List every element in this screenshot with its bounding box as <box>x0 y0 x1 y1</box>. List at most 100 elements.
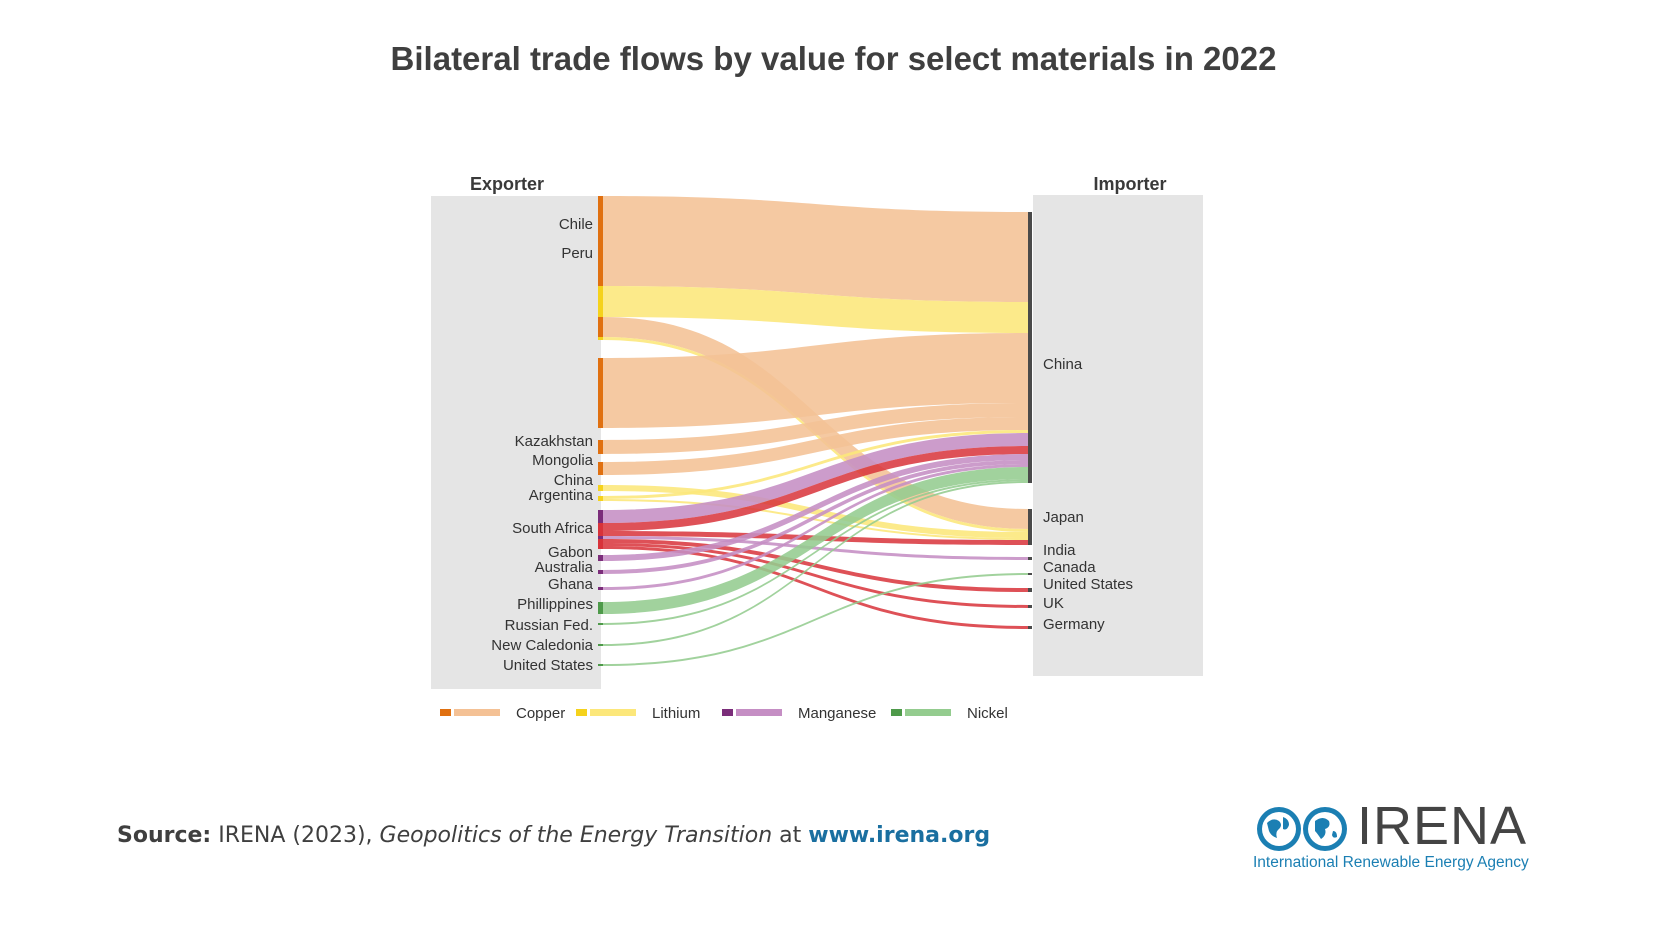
exporter-node-phillippines-20 <box>598 602 603 614</box>
legend-item-lithium: Lithium <box>576 705 700 722</box>
legend-swatch-flow-manganese <box>736 709 782 716</box>
exporter-node-argentina-8 <box>598 496 603 499</box>
flow-south-africa-to-india-manganese <box>603 536 1028 560</box>
exporter-node-australia-18 <box>598 570 603 574</box>
exporter-label-ghana: Ghana <box>548 576 594 593</box>
importer-panel <box>1033 195 1203 676</box>
importer-node-china-21 <box>1028 479 1032 481</box>
source-publication: Geopolitics of the Energy Transition <box>379 823 773 848</box>
legend-label-manganese: Manganese <box>798 705 876 722</box>
exporter-node-china-7 <box>598 485 603 491</box>
exporter-node-chile-2 <box>598 317 603 337</box>
logo-wordmark: IRENA <box>1357 796 1528 856</box>
exporter-label-china: China <box>554 472 594 489</box>
importer-node-japan-3 <box>1028 529 1032 532</box>
flow-argentina-to-china-lithium <box>603 430 1028 499</box>
exporter-label-russian-fed: Russian Fed. <box>505 617 593 634</box>
legend-item-copper: Copper <box>440 705 565 722</box>
exporter-node-south-africa-15 <box>598 543 603 546</box>
importer-header: Importer <box>1093 174 1166 194</box>
flow-argentina-to-japan-lithium <box>603 499 1028 540</box>
flow-russian-fed-to-china-nickel <box>603 479 1028 625</box>
exporter-node-mongolia-6 <box>598 462 603 475</box>
flow-south-africa-to-germany-south-africa <box>603 546 1028 629</box>
exporter-label-gabon: Gabon <box>548 544 593 561</box>
importer-label-uk: UK <box>1043 595 1064 612</box>
exporter-label-chile: Chile <box>559 216 593 233</box>
flow-south-africa-to-china-south-africa <box>603 446 1028 531</box>
source-label: Source: <box>117 823 212 848</box>
logo-subtitle: International Renewable Energy Agency <box>1253 854 1529 871</box>
importer-label-japan: Japan <box>1043 509 1084 526</box>
legend: Copper Lithium Manganese Nickel <box>440 705 1008 722</box>
flow-phillippines-to-china-nickel <box>603 467 1028 614</box>
source-text: IRENA (2023), <box>211 823 380 848</box>
exporter-node-russian-fed-21 <box>598 623 603 625</box>
legend-swatch-node-copper <box>440 709 451 716</box>
exporter-label-south-africa: South Africa <box>512 520 594 537</box>
source-url-link[interactable]: www.irena.org <box>808 823 991 848</box>
exporter-node-united-states-23 <box>598 664 603 666</box>
exporter-node-south-africa-16 <box>598 546 603 549</box>
legend-swatch-node-nickel <box>891 709 902 716</box>
importer-label-germany: Germany <box>1043 616 1105 633</box>
flow-chile-to-china-lithium <box>603 286 1028 333</box>
exporter-panel <box>431 196 601 689</box>
importer-label-india: India <box>1043 542 1076 559</box>
importer-node-china-6 <box>1028 417 1032 430</box>
source-text-at: at <box>772 823 809 848</box>
flow-peru-to-china-copper <box>603 333 1028 428</box>
exporter-node-south-africa-10 <box>598 510 603 523</box>
flow-mongolia-to-china-copper <box>603 417 1028 475</box>
importer-label-china: China <box>1043 356 1083 373</box>
importer-node-china-19 <box>1028 464 1032 467</box>
exporter-node-peru-4 <box>598 358 603 428</box>
flow-south-africa-to-uk-south-africa <box>603 543 1028 608</box>
legend-swatch-flow-lithium <box>590 709 636 716</box>
exporter-node-south-africa-12 <box>598 531 603 536</box>
legend-swatch-node-manganese <box>722 709 733 716</box>
irena-logo: IRENA International Renewable Energy Age… <box>1253 796 1553 877</box>
importer-node-china-8 <box>1028 430 1032 433</box>
flow-chile-to-china-copper <box>603 196 1028 302</box>
importer-node-china-5 <box>1028 403 1032 417</box>
importer-node-canada-23 <box>1028 573 1032 575</box>
importer-node-china-1 <box>1028 302 1032 333</box>
legend-swatch-node-lithium <box>576 709 587 716</box>
legend-label-nickel: Nickel <box>967 705 1008 722</box>
flow-united-states-to-canada-nickel <box>603 573 1028 666</box>
chart-title: Bilateral trade flows by value for selec… <box>390 40 1277 77</box>
legend-label-copper: Copper <box>516 705 565 722</box>
importer-node-united-states-14 <box>1028 588 1032 592</box>
flow-new-caledonia-to-china-nickel <box>603 481 1028 646</box>
exporter-node-kazakhstan-5 <box>598 440 603 454</box>
importer-node-china-17 <box>1028 454 1032 460</box>
importer-node-china-11 <box>1028 446 1032 454</box>
importer-node-japan-12 <box>1028 540 1032 545</box>
importer-node-india-13 <box>1028 557 1032 560</box>
importer-node-germany-16 <box>1028 626 1032 629</box>
flow-ghana-to-china-manganese <box>603 464 1028 590</box>
exporter-node-gabon-17 <box>598 555 603 561</box>
flow-australia-to-china-manganese <box>603 460 1028 574</box>
importer-node-china-4 <box>1028 333 1032 403</box>
legend-swatch-flow-nickel <box>905 709 951 716</box>
exporter-label-new-caledonia: New Caledonia <box>491 637 593 654</box>
nodes-layer <box>598 196 1032 666</box>
exporter-label-argentina: Argentina <box>529 487 594 504</box>
flow-kazakhstan-to-china-copper <box>603 403 1028 454</box>
labels-layer: ChilePeruKazakhstanMongoliaChinaArgentin… <box>491 216 1133 674</box>
exporter-node-chile-1 <box>598 286 603 317</box>
legend-label-lithium: Lithium <box>652 705 700 722</box>
importer-node-china-20 <box>1028 467 1032 479</box>
exporter-label-united-states: United States <box>503 657 593 674</box>
source-note: Source: IRENA (2023), Geopolitics of the… <box>117 823 990 848</box>
exporter-node-new-caledonia-22 <box>598 644 603 646</box>
importer-node-japan-7 <box>1028 532 1032 538</box>
exporter-node-chile-3 <box>598 337 603 340</box>
flows-layer <box>603 196 1028 666</box>
exporter-node-south-africa-11 <box>598 523 603 531</box>
exporter-label-australia: Australia <box>535 559 594 576</box>
exporter-node-south-africa-13 <box>598 536 603 539</box>
